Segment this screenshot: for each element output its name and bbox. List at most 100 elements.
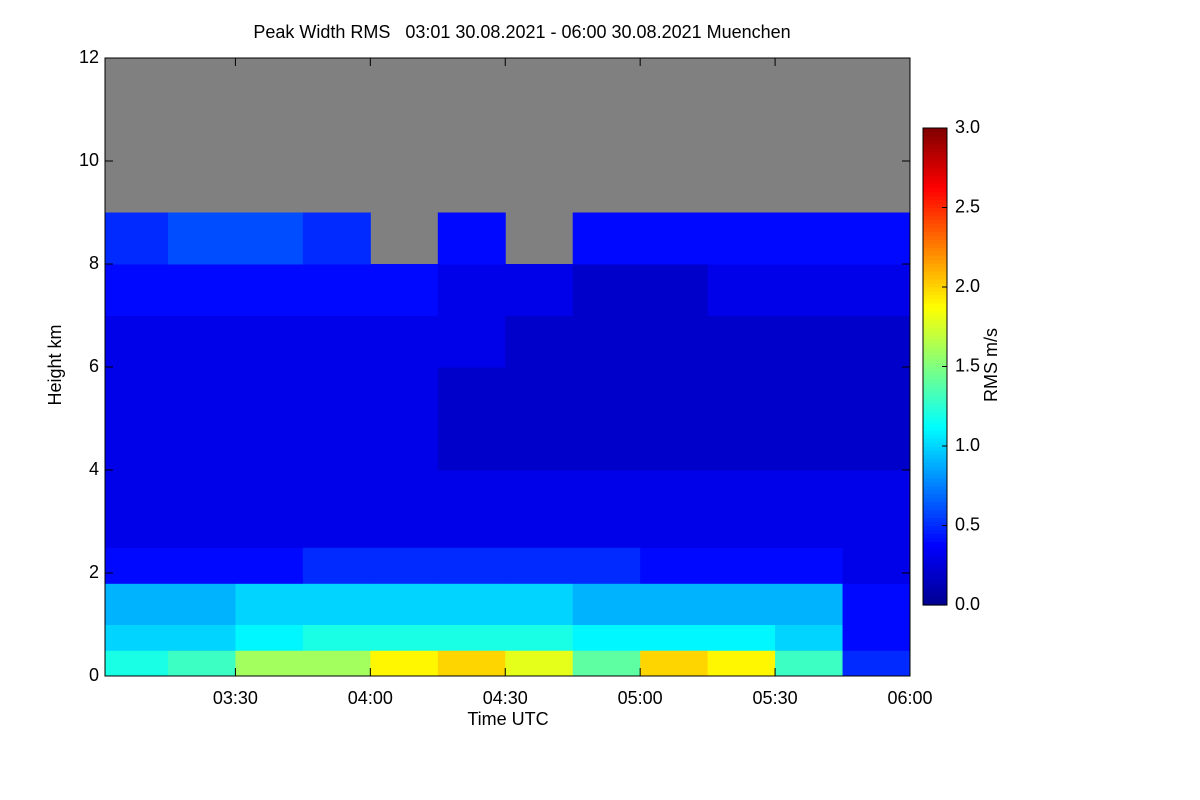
heatmap-cell — [842, 470, 911, 548]
colorbar-segment — [923, 541, 947, 546]
heatmap-cell — [775, 583, 844, 625]
colorbar-segment — [923, 525, 947, 531]
x-axis-title: Time UTC — [467, 709, 548, 729]
colorbar-segment — [923, 271, 947, 276]
heatmap-cell — [707, 583, 776, 625]
heatmap-cell — [707, 547, 776, 584]
heatmap-cell — [235, 367, 304, 471]
colorbar-segment — [923, 553, 947, 558]
heatmap-cell — [775, 470, 844, 548]
heatmap-cell — [640, 583, 709, 625]
heatmap-cell — [105, 470, 169, 548]
colorbar-segment — [923, 414, 947, 419]
colorbar-segment — [923, 422, 947, 427]
heatmap-cell — [842, 264, 911, 316]
heatmap-cell — [572, 547, 641, 584]
heatmap-cell — [775, 212, 844, 265]
colorbar-tick-label: 0.0 — [955, 594, 980, 614]
colorbar-segment — [923, 247, 947, 252]
colorbar-segment — [923, 501, 947, 507]
colorbar-segment — [923, 398, 947, 403]
heatmap-cell — [572, 264, 641, 316]
colorbar-segment — [923, 358, 947, 364]
colorbar-segment — [923, 298, 947, 304]
heatmap-cell — [302, 547, 371, 584]
y-tick-label: 2 — [89, 562, 99, 582]
heatmap-cell — [640, 264, 709, 316]
heatmap-cell — [167, 367, 236, 471]
colorbar-segment — [923, 263, 947, 268]
heatmap-cell — [572, 583, 641, 625]
colorbar-segment — [923, 255, 947, 260]
heatmap-cell — [302, 583, 371, 625]
colorbar-segment — [923, 418, 947, 423]
colorbar-segment — [923, 465, 947, 471]
colorbar-segment — [923, 446, 947, 451]
colorbar-segment — [923, 565, 947, 570]
colorbar-segment — [923, 235, 947, 240]
heatmap-cell — [167, 650, 236, 677]
colorbar-segment — [923, 601, 947, 606]
colorbar-segment — [923, 461, 947, 467]
colorbar-segment — [923, 469, 947, 475]
colorbar-segment — [923, 473, 947, 479]
heatmap-cell — [505, 367, 574, 471]
heatmap-cell — [167, 583, 236, 625]
heatmap-cell — [842, 315, 911, 368]
heatmap-cell — [105, 650, 169, 677]
colorbar-segment — [923, 485, 947, 491]
colorbar-segment — [923, 497, 947, 503]
colorbar-segment — [923, 453, 947, 459]
colorbar-segment — [923, 195, 947, 201]
colorbar-segment — [923, 481, 947, 487]
colorbar-segment — [923, 183, 947, 189]
heatmap-cell — [370, 470, 439, 548]
heatmap-cell — [437, 470, 506, 548]
colorbar-tick-label: 3.0 — [955, 117, 980, 137]
colorbar-segment — [923, 322, 947, 328]
colorbar-segment — [923, 239, 947, 244]
colorbar-segment — [923, 581, 947, 586]
colorbar-segment — [923, 143, 947, 149]
heatmap-cell — [505, 264, 574, 316]
heatmap-cell — [105, 264, 169, 316]
colorbar-segment — [923, 187, 947, 193]
colorbar-segment — [923, 275, 947, 280]
colorbar-segment — [923, 167, 947, 173]
heatmap-cell — [640, 212, 709, 265]
colorbar-segment — [923, 227, 947, 232]
colorbar-segment — [923, 410, 947, 415]
heatmap-cell — [302, 470, 371, 548]
heatmap-cell — [105, 212, 169, 265]
heatmap-cell — [437, 650, 506, 677]
colorbar-tick-label: 1.0 — [955, 435, 980, 455]
colorbar-segment — [923, 338, 947, 344]
heatmap-cell — [105, 315, 169, 368]
colorbar-segment — [923, 207, 947, 213]
colorbar-segment — [923, 342, 947, 348]
heatmap-cell — [167, 315, 236, 368]
x-tick-label: 04:00 — [348, 688, 393, 708]
colorbar-segment — [923, 283, 947, 288]
colorbar-segment — [923, 135, 947, 141]
heatmap-cell — [235, 583, 304, 625]
y-tick-label: 6 — [89, 356, 99, 376]
heatmap-cell — [167, 547, 236, 584]
colorbar-segment — [923, 517, 947, 523]
colorbar-segment — [923, 394, 947, 399]
colorbar-segment — [923, 243, 947, 248]
heatmap-cell — [505, 583, 574, 625]
colorbar-segment — [923, 477, 947, 483]
colorbar-segment — [923, 302, 947, 308]
colorbar-segment — [923, 171, 947, 177]
heatmap-cell — [640, 650, 709, 677]
heatmap-cell — [775, 650, 844, 677]
heatmap-cell — [235, 624, 304, 651]
colorbar-segment — [923, 354, 947, 360]
heatmap-cell — [437, 624, 506, 651]
colorbar-segment — [923, 438, 947, 443]
heatmap-cell — [105, 583, 169, 625]
heatmap-cell — [370, 315, 439, 368]
colorbar-segment — [923, 128, 947, 133]
